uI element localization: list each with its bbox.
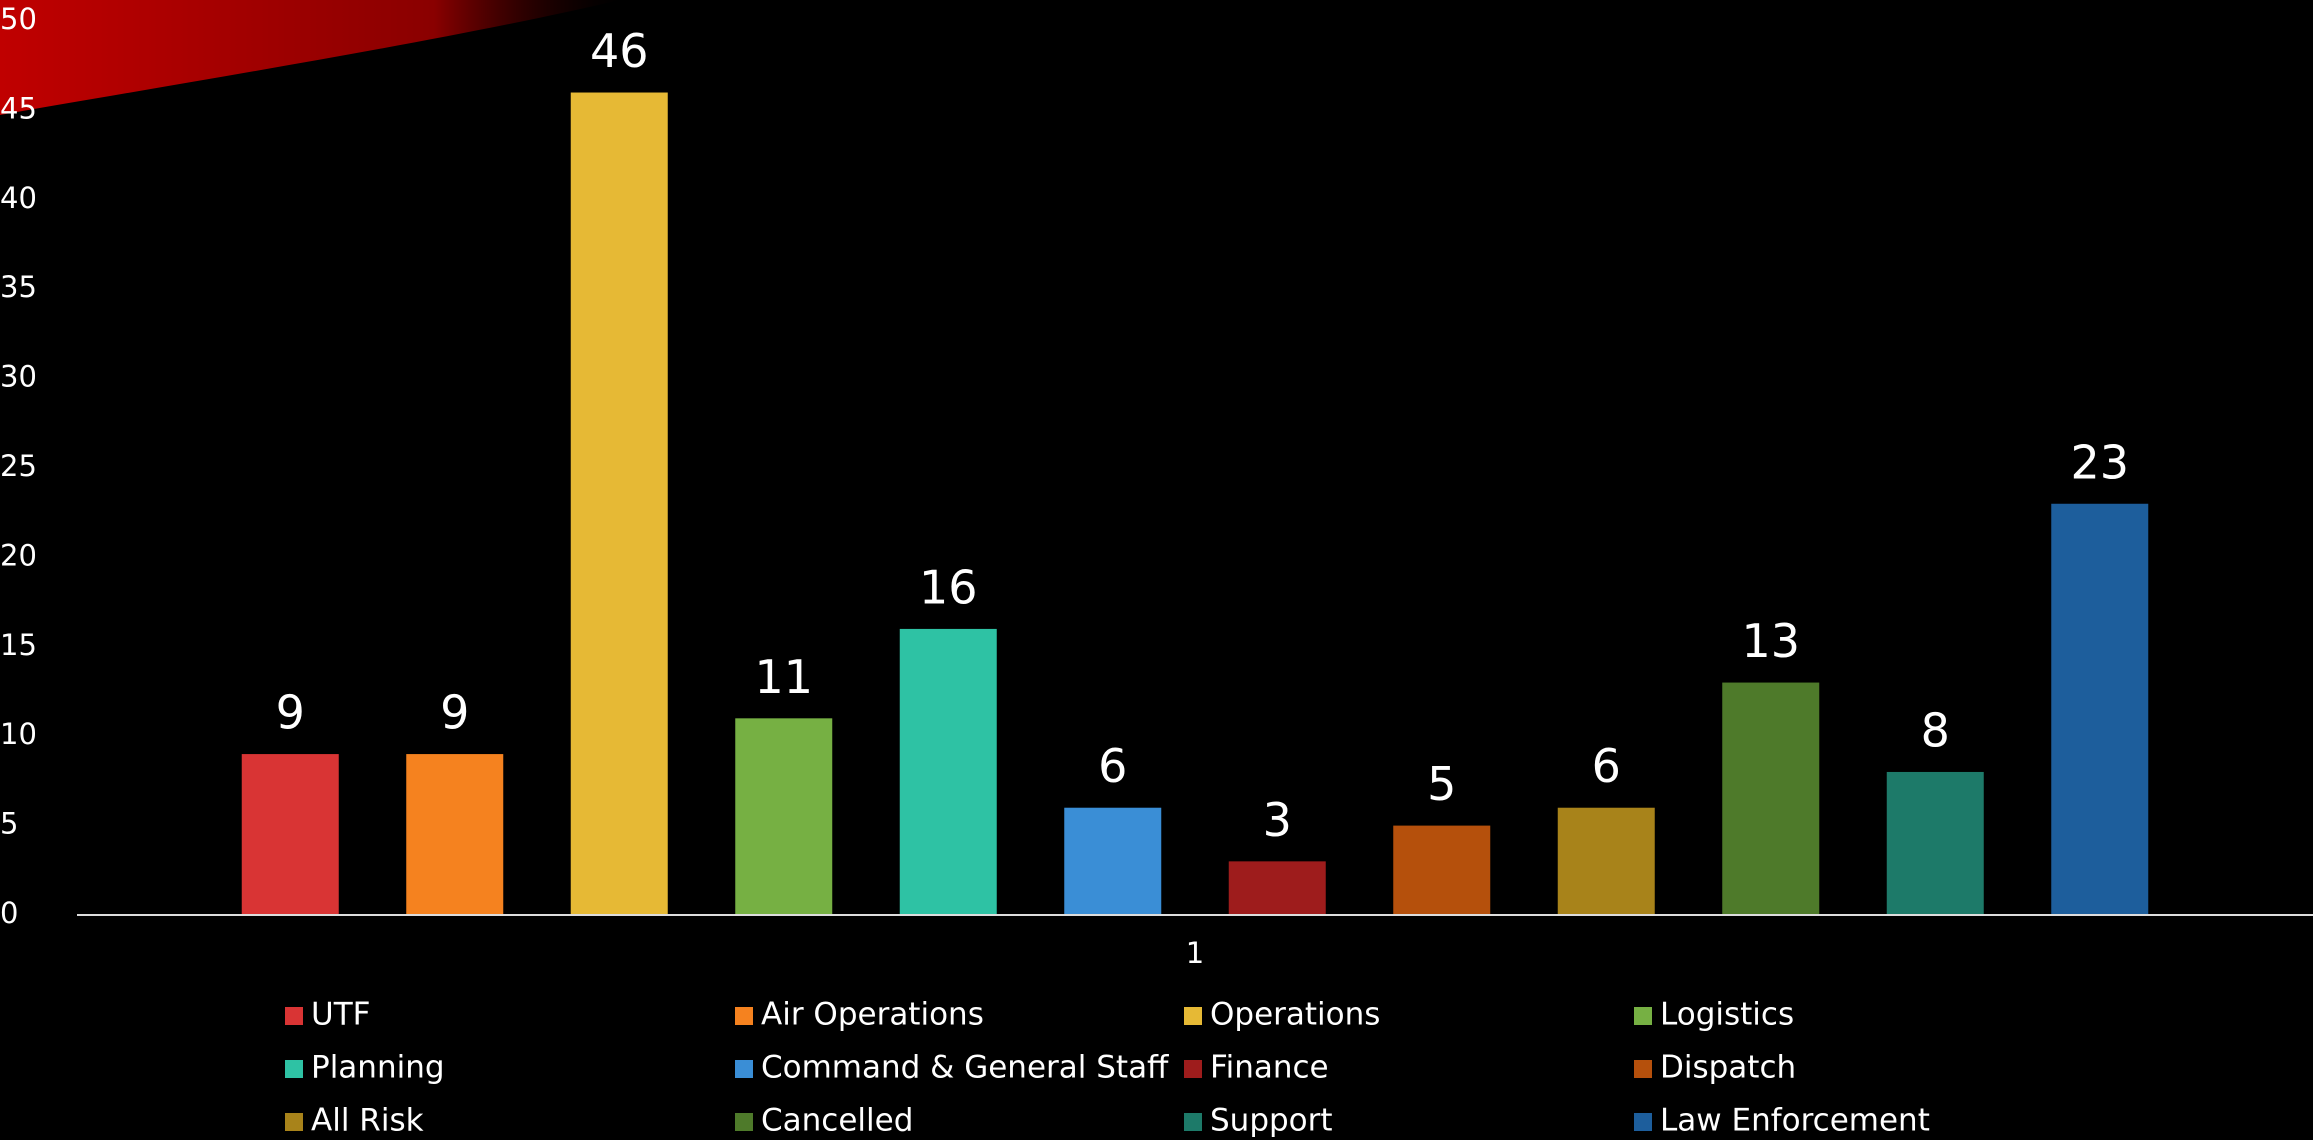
bar bbox=[1886, 771, 1984, 915]
value-label: 9 bbox=[440, 686, 469, 740]
legend-swatch bbox=[1184, 1113, 1202, 1131]
legend-label: UTF bbox=[311, 997, 370, 1033]
y-tick-label: 35 bbox=[0, 270, 37, 304]
x-tick-label: 1 bbox=[1186, 936, 1204, 970]
legend-swatch bbox=[285, 1007, 303, 1025]
value-label: 16 bbox=[919, 560, 978, 614]
bar bbox=[1064, 807, 1162, 915]
value-label: 9 bbox=[276, 686, 305, 740]
legend-swatch bbox=[735, 1113, 753, 1131]
legend-swatch bbox=[285, 1113, 303, 1131]
bar bbox=[1722, 682, 1820, 915]
bar bbox=[1393, 825, 1491, 915]
bar bbox=[241, 754, 339, 915]
decoration-swoosh bbox=[0, 0, 620, 115]
y-tick-label: 45 bbox=[0, 91, 37, 125]
legend-swatch bbox=[1184, 1007, 1202, 1025]
value-label: 5 bbox=[1427, 757, 1456, 811]
legend-label: Logistics bbox=[1660, 997, 1794, 1033]
legend-label: Air Operations bbox=[761, 997, 984, 1033]
legend-swatch bbox=[1634, 1007, 1652, 1025]
legend-swatch bbox=[1634, 1060, 1652, 1078]
y-tick-label: 5 bbox=[0, 807, 18, 841]
y-tick-label: 15 bbox=[0, 628, 37, 662]
legend-label: All Risk bbox=[311, 1103, 424, 1139]
y-tick-label: 50 bbox=[0, 2, 37, 36]
legend-label: Dispatch bbox=[1660, 1050, 1796, 1086]
y-tick-label: 40 bbox=[0, 181, 37, 215]
y-tick-label: 25 bbox=[0, 449, 37, 483]
legend-label: Finance bbox=[1210, 1050, 1329, 1086]
legend-swatch bbox=[735, 1060, 753, 1078]
value-label: 8 bbox=[1921, 703, 1950, 757]
value-label: 6 bbox=[1592, 739, 1621, 793]
value-label: 23 bbox=[2070, 435, 2129, 489]
legend-swatch bbox=[1184, 1060, 1202, 1078]
legend-label: Cancelled bbox=[761, 1103, 913, 1139]
legend-label: Planning bbox=[311, 1050, 445, 1086]
value-label: 3 bbox=[1263, 793, 1292, 847]
legend-label: Command & General Staff bbox=[761, 1050, 1169, 1086]
value-label: 11 bbox=[754, 650, 813, 704]
legend-swatch bbox=[285, 1060, 303, 1078]
y-tick-label: 20 bbox=[0, 538, 37, 572]
bar bbox=[570, 92, 668, 915]
bar bbox=[1557, 807, 1655, 915]
y-tick-label: 0 bbox=[0, 896, 18, 930]
value-label: 6 bbox=[1098, 739, 1127, 793]
legend-swatch bbox=[735, 1007, 753, 1025]
legend-label: Support bbox=[1210, 1103, 1333, 1139]
bar bbox=[899, 628, 997, 915]
bar bbox=[1228, 861, 1326, 915]
y-tick-label: 30 bbox=[0, 360, 37, 394]
bar bbox=[2051, 503, 2149, 915]
value-label: 13 bbox=[1741, 614, 1800, 668]
legend-label: Law Enforcement bbox=[1660, 1103, 1930, 1139]
value-label: 46 bbox=[590, 24, 649, 78]
y-tick-label: 10 bbox=[0, 717, 37, 751]
bar bbox=[406, 754, 504, 915]
bar bbox=[735, 718, 833, 915]
legend-label: Operations bbox=[1210, 997, 1380, 1033]
legend-swatch bbox=[1634, 1113, 1652, 1131]
